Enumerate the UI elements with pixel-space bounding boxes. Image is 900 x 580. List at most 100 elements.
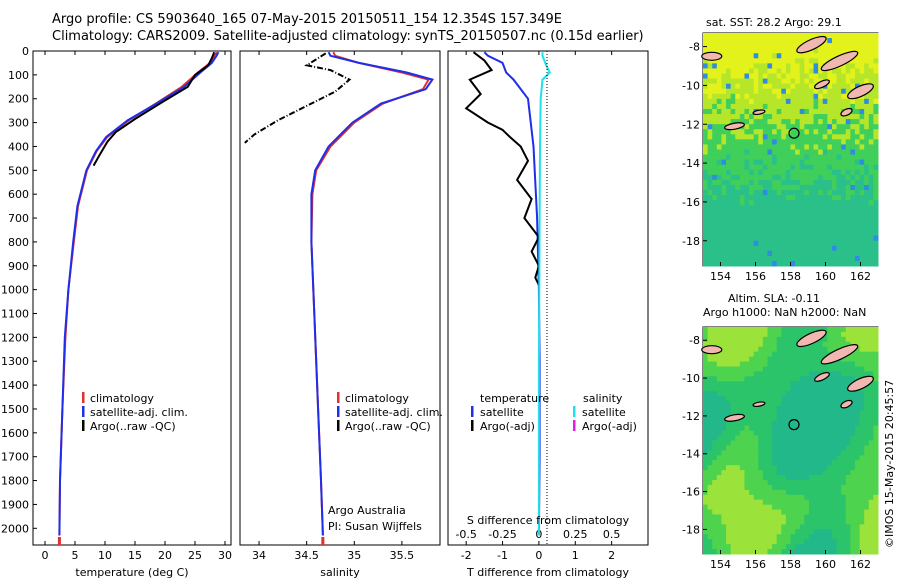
- map-y-tick-label: -8: [689, 334, 700, 347]
- depth-tick-label: 1700: [1, 451, 29, 464]
- series-argo-raw-qc: [92, 51, 216, 167]
- sst-map: 154 156 158 160 162 -8 -10 -12 -14 -16 -18: [682, 32, 879, 283]
- legend-swatch-satellite: [337, 406, 340, 417]
- depth-tick-label: 400: [8, 140, 29, 153]
- s-diff-x-axis: -0.5 -0.25 0 0.25 0.5: [455, 528, 620, 541]
- s-diff-tick-label: 0.25: [563, 528, 588, 541]
- argo-australia-note: Argo Australia: [328, 504, 406, 517]
- s-diff-tick-label: -0.5: [455, 528, 476, 541]
- map-x-tick-label: 162: [850, 558, 871, 571]
- legend-label-s-satellite: satellite: [582, 406, 626, 419]
- depth-tick-label: 300: [8, 117, 29, 130]
- map-x-tick-label: 156: [745, 558, 766, 571]
- series-climatology: [58, 51, 218, 536]
- legend-label-satellite: satellite-adj. clim.: [345, 406, 443, 419]
- island-shape: [796, 35, 827, 54]
- legend-title-temperature: temperature: [480, 392, 549, 405]
- x-tick-label: 0: [42, 549, 49, 562]
- island-shape: [840, 399, 853, 409]
- legend-label-t-argo: Argo(-adj): [480, 420, 535, 433]
- depth-tick-label: 500: [8, 164, 29, 177]
- profile-charts: 0100200300400500600700800900100011001200…: [1, 45, 649, 579]
- island-shape: [724, 413, 745, 422]
- x-tick-label: 2: [608, 549, 615, 562]
- x-tick-label: -2: [461, 549, 472, 562]
- s-diff-tick-label: -0.25: [488, 528, 516, 541]
- depth-axis: 0 100 200 300 400 500 600 700 800 900 1000 1100 1200…: [1, 45, 37, 535]
- depth-tick-label: 700: [8, 212, 29, 225]
- salinity-panel-frame: [239, 50, 441, 546]
- island-shape: [840, 107, 853, 117]
- s-diff-tick-label: 0.5: [603, 528, 621, 541]
- map-y-tick-label: -10: [682, 372, 700, 385]
- island-shape: [701, 51, 723, 61]
- map-x-tick-label: 160: [815, 558, 836, 571]
- map-x-tick-label: 156: [745, 270, 766, 283]
- legend-label-t-satellite: satellite: [480, 406, 524, 419]
- island-shape: [814, 372, 830, 382]
- depth-tick-label: 2000: [1, 522, 29, 535]
- map-x-tick-label: 162: [850, 270, 871, 283]
- series-satellite-adj-clim: [310, 51, 435, 536]
- map-x-tick-label: 158: [780, 558, 801, 571]
- temperature-legend: climatology satellite-adj. clim. Argo(..…: [82, 392, 188, 433]
- island-shape: [847, 83, 874, 100]
- island-shape: [701, 345, 723, 355]
- temperature-series: [57, 51, 220, 545]
- legend-label-climatology: climatology: [90, 392, 154, 405]
- x-tick-label: 34: [252, 549, 266, 562]
- difference-series: [464, 51, 552, 536]
- series-argo-raw-qc: [244, 52, 352, 144]
- depth-tick-label: 1300: [1, 355, 29, 368]
- legend-swatch-climatology: [337, 392, 340, 403]
- temperature-x-axis: 0 5 10 15 20 25 30: [42, 51, 232, 562]
- depth-tick-label: 1800: [1, 475, 29, 488]
- x-tick-label: 25: [188, 549, 202, 562]
- salinity-series: [244, 51, 435, 545]
- x-tick-label: 20: [158, 549, 172, 562]
- map-x-tick-label: 160: [815, 270, 836, 283]
- float-position-marker: [788, 127, 800, 139]
- depth-tick-label: 900: [8, 260, 29, 273]
- t-diff-axis-label: T difference from climatology: [466, 566, 629, 579]
- island-shape: [752, 109, 766, 116]
- depth-tick-label: 1900: [1, 498, 29, 511]
- depth-tick-label: 1200: [1, 331, 29, 344]
- legend-label-s-argo: Argo(-adj): [582, 420, 637, 433]
- x-tick-label: 5: [72, 549, 79, 562]
- island-shape: [814, 79, 830, 90]
- x-tick-label: 34.5: [294, 549, 319, 562]
- map-y-tick-label: -14: [682, 157, 700, 170]
- island-shape: [820, 344, 859, 365]
- legend-swatch-argo: [82, 420, 85, 431]
- island-shape: [820, 50, 859, 72]
- depth-tick-label: 1400: [1, 379, 29, 392]
- s-diff-axis-label: S difference from climatology: [467, 514, 630, 527]
- legend-label-satellite: satellite-adj. clim.: [90, 406, 188, 419]
- x-tick-label: 35.5: [390, 549, 415, 562]
- sst-map-title: sat. SST: 28.2 Argo: 29.1: [706, 16, 842, 29]
- temperature-panel-frame: [32, 50, 232, 546]
- x-tick-label: 30: [218, 549, 232, 562]
- series-salinity-satellite: [537, 52, 552, 536]
- series-satellite-adj-clim: [58, 51, 220, 536]
- salinity-legend: climatology satellite-adj. clim. Argo(..…: [328, 392, 443, 533]
- legend-swatch-s-argo: [573, 420, 576, 431]
- depth-tick-label: 100: [8, 69, 29, 82]
- map-y-tick-label: -8: [689, 41, 700, 54]
- legend-swatch-satellite: [82, 406, 85, 417]
- map-y-tick-label: -10: [682, 79, 700, 92]
- depth-tick-label: 1500: [1, 403, 29, 416]
- difference-panel-frame: [447, 50, 649, 546]
- depth-tick-label: 1600: [1, 427, 29, 440]
- x-tick-label: -1: [497, 549, 508, 562]
- map-x-tick-label: 154: [710, 270, 731, 283]
- map-y-tick-label: -16: [682, 196, 700, 209]
- legend-swatch-argo: [337, 420, 340, 431]
- depth-tick-label: 1000: [1, 284, 29, 297]
- series-temperature-argo-adj: [464, 51, 541, 286]
- salinity-axis-label: salinity: [320, 566, 360, 579]
- island-shape: [724, 122, 745, 131]
- island-shape: [796, 329, 827, 348]
- map-raster: [703, 33, 879, 267]
